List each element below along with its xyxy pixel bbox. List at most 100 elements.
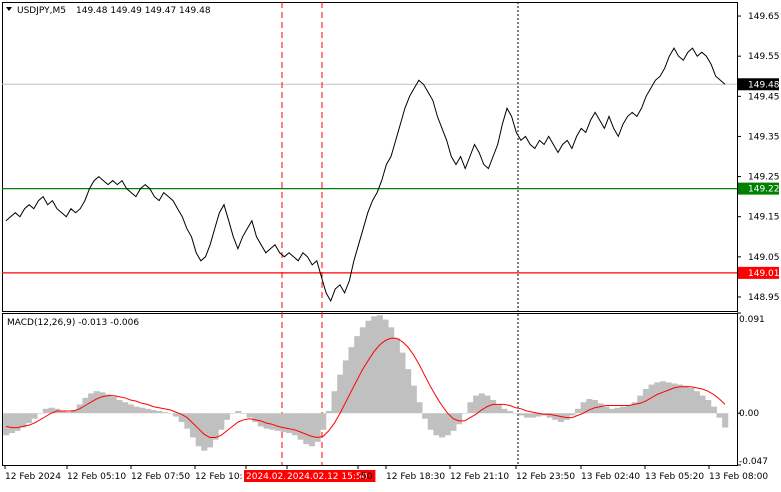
price-y-tick-label: 148.95	[748, 293, 780, 303]
macd-histogram-bar	[615, 408, 621, 414]
macd-histogram-bar	[145, 409, 151, 413]
macd-y-tick-label: -0.047	[739, 457, 768, 467]
price-label-text: 149.22	[748, 185, 780, 195]
macd-histogram-bar	[439, 413, 445, 437]
macd-histogram-bar	[320, 413, 326, 430]
macd-histogram-bar	[411, 386, 417, 414]
macd-histogram-bar	[94, 391, 100, 413]
macd-histogram-bar	[598, 403, 604, 413]
x-tick-label: 12 Feb 2024	[5, 472, 61, 482]
dropdown-triangle-icon	[6, 7, 12, 11]
macd-histogram-bar	[269, 413, 275, 430]
price-quote: 149.48 149.49 149.47 149.48	[76, 6, 211, 16]
macd-histogram-bar	[416, 402, 422, 413]
macd-histogram-bar	[150, 410, 156, 413]
macd-histogram-bar	[530, 413, 536, 417]
macd-histogram-bar	[456, 413, 462, 424]
macd-histogram-bar	[575, 409, 581, 413]
macd-histogram-bar	[20, 413, 26, 427]
price-label-text: 149.01	[748, 269, 780, 279]
macd-histogram-bar	[167, 413, 173, 414]
macd-histogram-bar	[694, 391, 700, 413]
macd-histogram-bar	[218, 413, 224, 430]
macd-histogram-bar	[26, 413, 32, 423]
macd-histogram-bar	[184, 413, 190, 428]
macd-histogram-bar	[700, 396, 706, 414]
macd-histogram-bar	[467, 402, 473, 413]
macd-histogram-bar	[37, 413, 43, 414]
macd-histogram-bar	[501, 409, 507, 413]
macd-histogram-bar	[281, 413, 287, 432]
x-tick-label: 13 Feb 05:20	[645, 472, 704, 482]
price-y-tick-label: 149.05	[748, 253, 780, 263]
macd-histogram-bar	[564, 413, 570, 420]
macd-histogram-bar	[309, 413, 315, 446]
macd-histogram-bar	[513, 413, 519, 414]
x-tick-label: 12 Feb 10:	[195, 472, 243, 482]
x-tick-label: 12 Feb 23:50	[516, 472, 575, 482]
macd-histogram-bar	[507, 411, 513, 413]
price-panel-frame	[3, 3, 738, 312]
macd-histogram-bar	[496, 404, 502, 413]
macd-histogram-bar	[360, 327, 366, 413]
x-tick-label: :50	[358, 472, 373, 482]
macd-histogram-bar	[666, 382, 672, 413]
macd-y-tick-label: 0.00	[739, 409, 759, 419]
macd-histogram-bar	[484, 396, 490, 414]
macd-histogram-bar	[196, 413, 202, 446]
macd-histogram-bar	[717, 413, 723, 417]
macd-histogram-bar	[445, 413, 451, 435]
x-tick-label: 2024.02.	[246, 472, 286, 482]
macd-histogram-bar	[462, 413, 468, 414]
macd-histogram-bar	[65, 412, 71, 413]
macd-histogram-bar	[286, 413, 292, 433]
macd-histogram-bar	[592, 400, 598, 413]
macd-histogram-bar	[275, 413, 281, 431]
x-tick-label: 12 Feb 21:10	[450, 472, 509, 482]
macd-histogram-bar	[394, 338, 400, 413]
macd-histogram-bar	[620, 407, 626, 414]
macd-histogram-bar	[213, 413, 219, 439]
x-tick-label: 12 Feb 18:30	[386, 472, 445, 482]
macd-histogram-bar	[569, 413, 575, 415]
macd-histogram-bar	[683, 386, 689, 414]
macd-histogram-bar	[173, 413, 179, 416]
x-tick-label: 2024.02.12 15:50	[287, 472, 368, 482]
macd-histogram-bar	[705, 400, 711, 413]
macd-histogram-bar	[688, 388, 694, 413]
price-chart-title: USDJPY,M5	[17, 6, 66, 16]
macd-histogram-bar	[660, 381, 666, 413]
price-line	[6, 48, 725, 301]
macd-histogram-bar	[235, 411, 241, 413]
macd-histogram-bar	[156, 411, 162, 413]
macd-histogram-bar	[303, 413, 309, 444]
macd-histogram-bar	[349, 347, 355, 413]
macd-histogram-bar	[654, 382, 660, 413]
macd-histogram-bar	[603, 407, 609, 414]
macd-histogram-bar	[105, 395, 111, 414]
macd-histogram-bar	[298, 413, 304, 439]
macd-histogram-bar	[326, 411, 332, 413]
macd-histogram-bar	[258, 413, 264, 426]
macd-histogram-bar	[490, 400, 496, 413]
macd-histogram-bar	[399, 353, 405, 414]
macd-histogram-bar	[247, 413, 253, 417]
macd-histogram-bar	[43, 409, 49, 413]
macd-histogram-bar	[433, 413, 439, 435]
macd-histogram-bar	[711, 407, 717, 414]
macd-histogram-bar	[552, 413, 558, 420]
macd-histogram-bar	[405, 369, 411, 413]
macd-histogram-bar	[626, 406, 632, 414]
macd-histogram-bar	[366, 321, 372, 414]
macd-y-tick-label: 0.091	[739, 315, 765, 325]
price-y-tick-label: 149.35	[748, 132, 780, 142]
macd-histogram-bar	[111, 397, 117, 414]
macd-histogram-bar	[162, 412, 168, 413]
macd-histogram-bar	[3, 413, 9, 435]
macd-histogram-bar	[264, 413, 270, 428]
macd-histogram-bar	[677, 385, 683, 414]
macd-histogram-bar	[14, 413, 20, 431]
price-y-tick-label: 149.15	[748, 213, 780, 223]
